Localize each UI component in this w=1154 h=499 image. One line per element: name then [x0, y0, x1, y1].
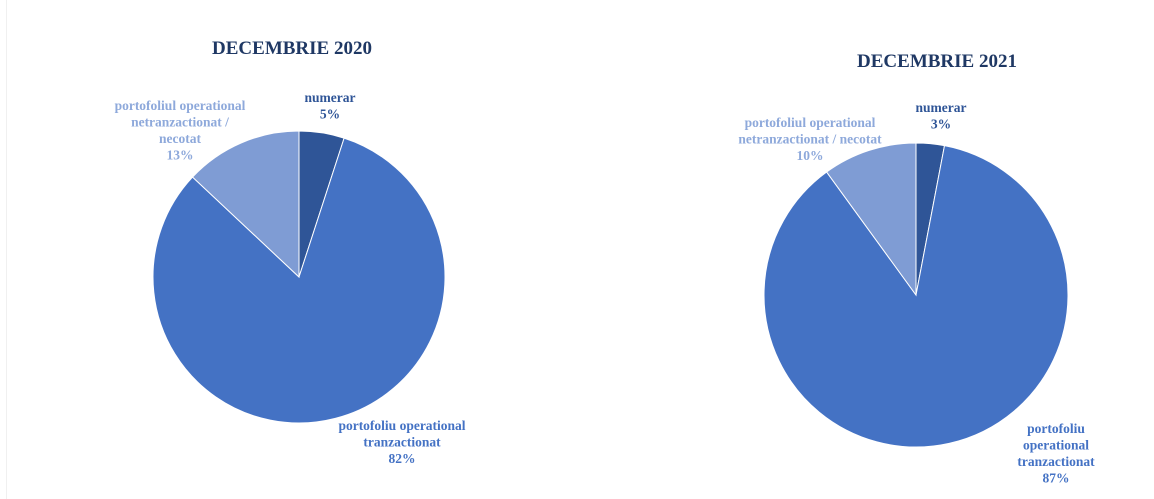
- pie-labels-2021: numerar 3% portofoliu operational tranzactio…: [738, 100, 1095, 486]
- data-label-line: portofoliul operational: [745, 115, 876, 130]
- data-label-line: 5%: [320, 107, 340, 122]
- data-label-line: numerar: [916, 100, 967, 115]
- pie-slices-2020: [152, 130, 446, 424]
- pie-slice-portofoliu-tranzactionat-2020: [152, 137, 446, 424]
- data-label-line: necotat: [159, 131, 201, 146]
- data-label-line: netranzactionat / necotat: [738, 132, 882, 147]
- data-label-line: netranzactionat /: [131, 115, 229, 130]
- left-border-line: [6, 0, 7, 499]
- data-label-line: portofoliu: [1027, 421, 1085, 436]
- data-label-line: portofoliu operational: [338, 418, 465, 433]
- pie-chart-2021: DECEMBRIE 2021 numerar 3% portofoliu operat…: [738, 51, 1095, 486]
- pie-chart-2020: DECEMBRIE 2020 numerar 5% portofoliu opera…: [115, 38, 466, 466]
- data-label-line: 82%: [389, 451, 416, 466]
- pie-slices-2021: [763, 142, 1069, 448]
- chart-title-2020: DECEMBRIE 2020: [212, 38, 372, 59]
- pie-slice-portofoliu-tranzactionat-2021: [763, 145, 1069, 448]
- data-label-numerar-2021: numerar 3%: [916, 100, 967, 132]
- data-label-line: operational: [1023, 438, 1089, 453]
- data-label-line: 13%: [167, 148, 194, 163]
- pie-slice-portofoliu-netranzactionat-2021: [825, 142, 917, 297]
- data-label-line: tranzactionat: [1017, 454, 1095, 469]
- data-label-portofoliu-netranzactionat-2021: portofoliul operational netranzactionat /…: [738, 115, 882, 163]
- data-label-line: tranzactionat: [363, 435, 441, 450]
- data-label-portofoliu-tranzactionat-2021: portofoliu operational tranzactionat 87%: [1017, 421, 1095, 486]
- data-label-line: numerar: [305, 90, 356, 105]
- data-label-line: 3%: [931, 117, 951, 132]
- data-label-line: portofoliul operational: [115, 98, 246, 113]
- chart-title-2021: DECEMBRIE 2021: [857, 51, 1017, 72]
- pie-labels-2020: numerar 5% portofoliu operational tranzacti…: [115, 90, 466, 466]
- data-label-line: 10%: [797, 148, 824, 163]
- data-label-portofoliu-netranzactionat-2020: portofoliul operational netranzactionat /…: [115, 98, 246, 163]
- pie-slice-portofoliu-netranzactionat-2020: [191, 130, 300, 279]
- data-label-numerar-2020: numerar 5%: [305, 90, 356, 122]
- data-label-line: 87%: [1043, 471, 1070, 486]
- data-label-portofoliu-tranzactionat-2020: portofoliu operational tranzactionat 82%: [338, 418, 465, 466]
